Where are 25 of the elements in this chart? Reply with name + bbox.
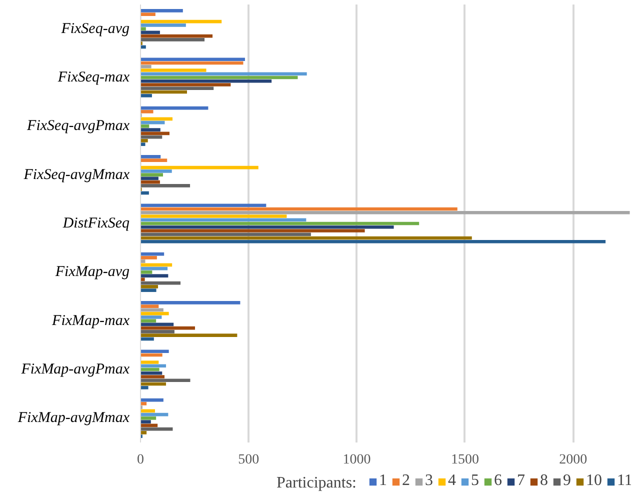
y-tick-label: FixSeq-avg bbox=[60, 20, 130, 37]
legend-label: 5 bbox=[471, 472, 479, 490]
y-tick-label: FixSeq-avgMmax bbox=[22, 166, 130, 183]
legend-label: 9 bbox=[563, 472, 571, 490]
legend-label: 4 bbox=[448, 472, 456, 490]
legend-label: 7 bbox=[517, 472, 525, 490]
legend-label: 3 bbox=[425, 472, 433, 490]
x-tick-label: 0 bbox=[137, 452, 144, 468]
y-tick-label: FixMap-avg bbox=[54, 264, 130, 280]
legend-label: 8 bbox=[540, 472, 548, 490]
y-tick-label: FixMap-avgPmax bbox=[20, 362, 130, 378]
x-tick-label: 2000 bbox=[559, 452, 588, 468]
legend-label: 2 bbox=[402, 472, 410, 490]
y-tick-label: FixSeq-avgPmax bbox=[26, 118, 130, 134]
y-tick-label: FixMap-avgMmax bbox=[16, 410, 130, 426]
legend-title: Participants: bbox=[276, 474, 356, 492]
legend-label: 10 bbox=[586, 472, 602, 490]
y-tick-label: DistFixSeq bbox=[62, 216, 130, 232]
legend-label: 1 bbox=[379, 472, 387, 490]
x-tick-label: 1500 bbox=[450, 452, 479, 468]
y-tick-label: FixSeq-max bbox=[56, 70, 130, 86]
y-tick-label: FixMap-max bbox=[51, 312, 130, 329]
x-tick-label: 1000 bbox=[342, 452, 371, 468]
legend-label: 6 bbox=[494, 472, 502, 490]
x-tick-label: 500 bbox=[238, 452, 260, 468]
